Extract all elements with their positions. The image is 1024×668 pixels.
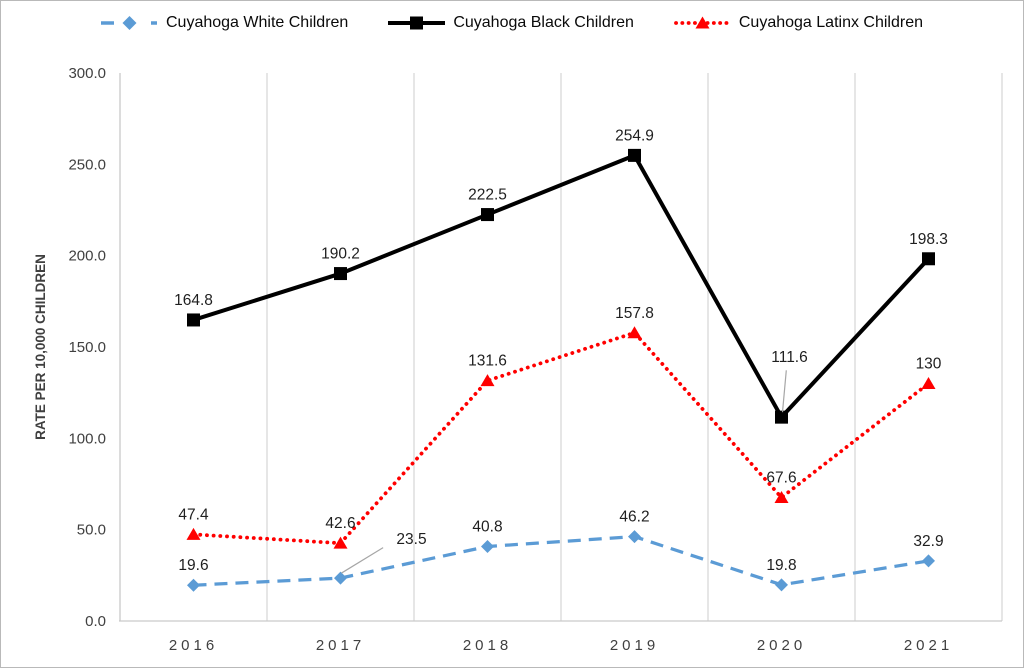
data-label: 40.8: [472, 518, 502, 535]
data-label: 32.9: [913, 533, 943, 550]
x-axis-tick-label: 2017: [316, 637, 365, 654]
data-label: 19.6: [178, 557, 208, 574]
y-axis-tick-label: 250.0: [68, 156, 106, 173]
triangle-marker[interactable]: [186, 527, 201, 540]
triangle-marker[interactable]: [480, 374, 495, 387]
diamond-marker[interactable]: [481, 539, 494, 553]
data-label: 254.9: [615, 127, 654, 144]
y-axis-tick-label: 50.0: [77, 522, 106, 539]
legend-item-latinx-children[interactable]: Cuyahoga Latinx Children: [673, 14, 923, 31]
triangle-marker[interactable]: [333, 536, 348, 549]
triangle-marker[interactable]: [774, 491, 789, 504]
x-axis-tick-label: 2020: [757, 637, 806, 654]
black-children-series-icon: [388, 16, 446, 30]
data-label: 131.6: [468, 353, 507, 370]
y-axis-tick-label: 0.0: [85, 613, 106, 630]
data-label-leader-line: [781, 370, 787, 413]
diamond-marker[interactable]: [334, 571, 347, 585]
diamond-marker[interactable]: [922, 554, 935, 568]
y-axis-title: RATE PER 10,000 CHILDREN: [33, 254, 48, 440]
square-marker[interactable]: [334, 267, 347, 281]
y-axis-tick-label: 200.0: [68, 248, 106, 265]
legend-label-latinx-children: Cuyahoga Latinx Children: [738, 14, 923, 31]
series-line-1[interactable]: [192, 152, 930, 421]
data-label: 47.4: [178, 506, 209, 523]
latinx-children-series-icon: [673, 16, 732, 29]
data-label: 198.3: [909, 231, 948, 248]
x-axis-tick-label: 2018: [463, 637, 512, 654]
triangle-marker[interactable]: [627, 326, 642, 339]
data-label: 111.6: [771, 349, 808, 366]
square-marker[interactable]: [187, 313, 200, 327]
diamond-marker[interactable]: [628, 530, 641, 544]
data-label: 67.6: [766, 470, 796, 487]
data-label: 190.2: [321, 246, 360, 263]
data-label: 19.8: [766, 557, 796, 574]
x-axis-tick-label: 2016: [169, 637, 218, 654]
y-axis-tick-label: 100.0: [68, 430, 106, 447]
y-axis-tick-label: 300.0: [68, 65, 106, 82]
data-label: 42.6: [325, 515, 355, 532]
data-label: 222.5: [468, 187, 507, 204]
chart-legend: Cuyahoga White Children Cuyahoga Black C…: [1, 15, 1023, 31]
triangle-marker[interactable]: [921, 377, 936, 390]
square-marker[interactable]: [775, 410, 788, 424]
data-label: 46.2: [619, 509, 649, 526]
data-label: 130: [916, 356, 942, 373]
legend-label-black-children: Cuyahoga Black Children: [453, 14, 634, 31]
series-line-2[interactable]: [191, 330, 931, 546]
diamond-marker[interactable]: [775, 578, 788, 592]
legend-item-black-children[interactable]: Cuyahoga Black Children: [388, 15, 634, 31]
y-axis-tick-label: 150.0: [68, 339, 106, 356]
data-label: 164.8: [174, 292, 213, 309]
data-label: 157.8: [615, 305, 654, 322]
square-marker[interactable]: [922, 252, 935, 266]
data-label-leader-line: [341, 547, 384, 574]
legend-item-white-children[interactable]: Cuyahoga White Children: [101, 15, 348, 31]
data-label: 23.5: [396, 531, 426, 548]
square-marker[interactable]: [628, 148, 641, 162]
square-marker[interactable]: [481, 208, 494, 222]
x-axis-tick-label: 2019: [610, 637, 659, 654]
diamond-marker[interactable]: [187, 578, 200, 592]
legend-label-white-children: Cuyahoga White Children: [166, 14, 349, 31]
x-axis-tick-label: 2021: [904, 637, 953, 654]
white-children-series-icon: [101, 16, 157, 30]
